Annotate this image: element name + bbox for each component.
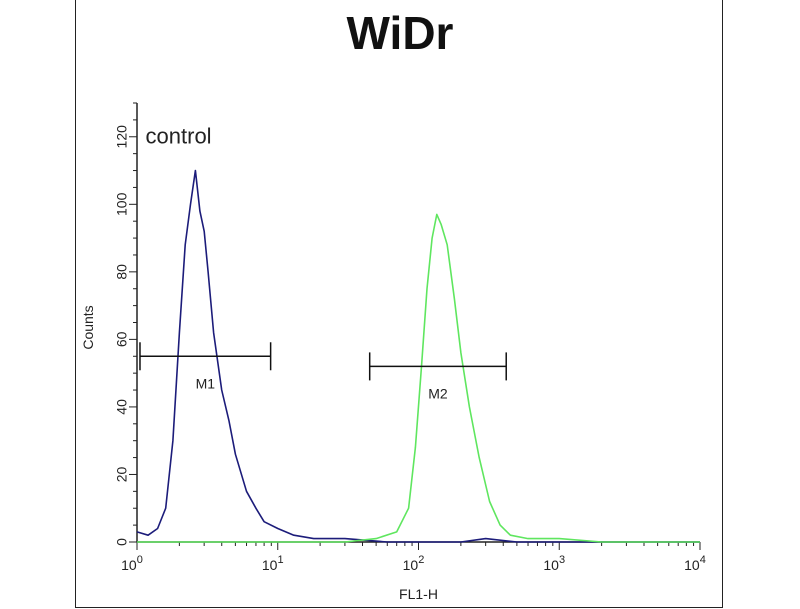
x-tick-label: 100 [121, 554, 143, 573]
annotation-control: control [146, 124, 212, 149]
gate-marker-label: M2 [428, 385, 448, 401]
gate-marker-label: M1 [196, 375, 216, 391]
histogram-series-1 [136, 169, 700, 543]
chart-title: WiDr [347, 7, 454, 59]
x-axis-label: FL1-H [399, 586, 438, 602]
y-tick-label: 60 [114, 331, 130, 347]
series-layer [136, 169, 700, 543]
marker-layer: M1 M2 [139, 342, 507, 401]
y-tick-label: 40 [114, 399, 130, 415]
histogram-series-2 [137, 213, 700, 543]
x-tick-label: 104 [684, 554, 706, 573]
x-tick-label: 102 [403, 554, 425, 573]
y-axis-label: Counts [80, 305, 96, 349]
x-tick-label: 101 [262, 554, 284, 573]
y-tick-label: 100 [114, 192, 130, 216]
y-tick-label: 80 [114, 264, 130, 280]
flow-cytometry-histogram: WiDr 0 20 40 60 80 100 120 100 101 102 103 104 M1 M2… [80, 7, 706, 602]
y-tick-label: 20 [114, 466, 130, 482]
y-tick-label: 120 [114, 125, 130, 149]
chart-frame: WiDr 0 20 40 60 80 100 120 100 101 102 103 104 M1 M2… [75, 0, 723, 608]
y-tick-label: 0 [114, 538, 130, 546]
x-tick-label: 103 [543, 554, 565, 573]
